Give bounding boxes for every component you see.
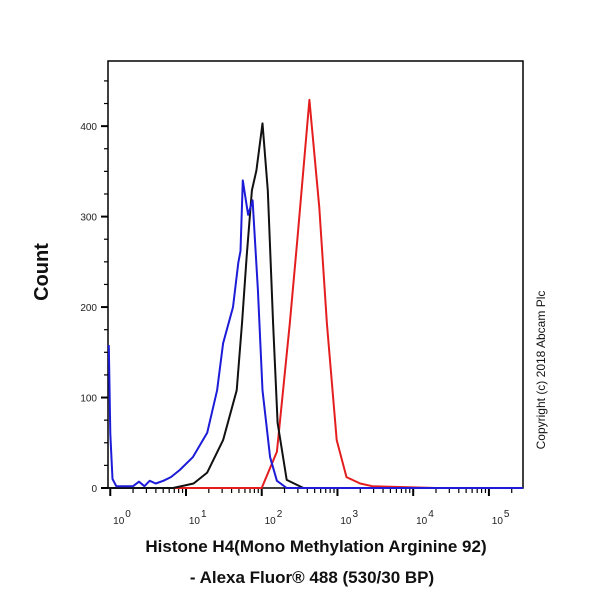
- series-layer: [107, 98, 523, 489]
- x-axis-label-line-2: - Alexa Fluor® 488 (530/30 BP): [190, 568, 434, 587]
- x-tick-label-base: 10: [189, 516, 201, 527]
- x-tick-label-base: 10: [416, 516, 428, 527]
- histogram-line-blue: [107, 179, 523, 489]
- x-tick-label-exponent: 1: [201, 509, 207, 520]
- histogram-line-black: [108, 122, 523, 489]
- y-tick-label: 300: [80, 213, 97, 224]
- x-tick-label-exponent: 0: [125, 509, 131, 520]
- x-tick-label-base: 10: [340, 516, 352, 527]
- y-tick-label: 0: [91, 484, 97, 495]
- plot-frame: [107, 60, 524, 489]
- x-tick-label-base: 10: [113, 516, 125, 527]
- x-tick-label-exponent: 3: [352, 509, 358, 520]
- x-tick-label-exponent: 2: [277, 509, 283, 520]
- y-tick-label: 400: [80, 122, 97, 133]
- x-axis-label-line-1: Histone H4(Mono Methylation Arginine 92): [145, 537, 486, 556]
- x-tick-label-exponent: 4: [428, 509, 434, 520]
- y-tick-label: 100: [80, 394, 97, 405]
- y-tick-label: 200: [80, 303, 97, 314]
- histogram-line-red: [108, 98, 523, 489]
- y-axis-label: Count: [31, 243, 53, 301]
- x-tick-label-exponent: 5: [504, 509, 510, 520]
- copyright-annotation: Copyright (c) 2018 Abcam Plc: [534, 291, 548, 450]
- x-tick-label-base: 10: [265, 516, 277, 527]
- x-tick-label-base: 10: [492, 516, 504, 527]
